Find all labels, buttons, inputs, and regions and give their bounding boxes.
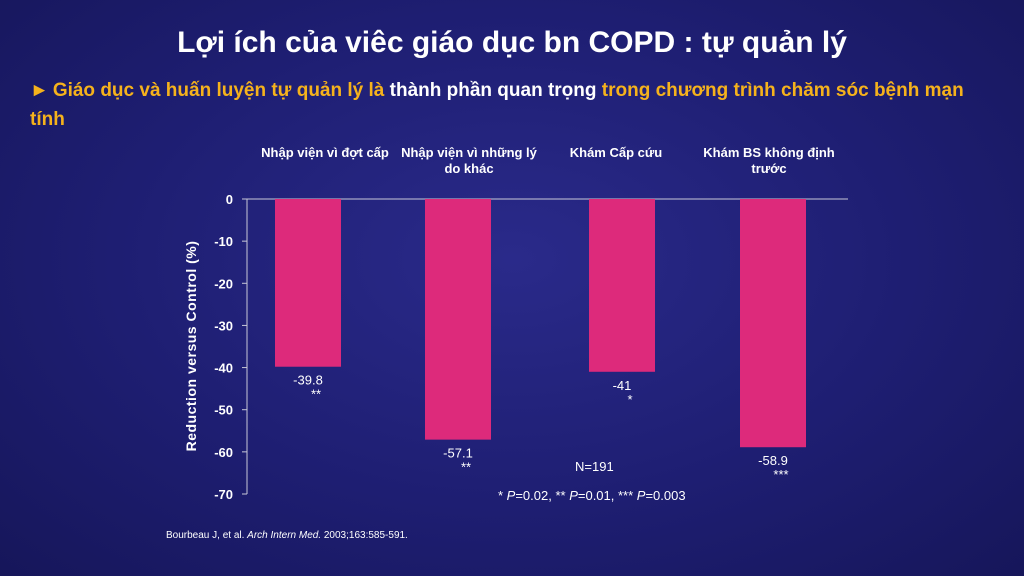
p-symbol: P	[569, 488, 578, 503]
p-symbol: P	[506, 488, 516, 503]
y-tick-label: -10	[214, 234, 233, 249]
bar	[740, 199, 806, 448]
category-label: Khám Cấp cứu	[569, 145, 663, 160]
bar	[425, 199, 491, 440]
arrow-bullet-icon: ►	[30, 80, 49, 101]
category-label: Nhập viện vì những lý do khác	[401, 145, 537, 176]
y-tick-label: -60	[214, 445, 233, 460]
y-tick-label: -50	[214, 403, 233, 418]
category-label: Khám BS không định trước	[703, 145, 835, 176]
data-label: -39.8	[293, 373, 323, 388]
reference-authors: Bourbeau J, et al.	[166, 530, 245, 541]
bar	[589, 199, 655, 372]
y-axis-title: Reduction versus Control (%)	[183, 241, 199, 452]
y-tick-label: 0	[226, 192, 233, 207]
data-label: -41	[613, 378, 632, 393]
data-label: -58.9	[758, 453, 788, 468]
y-tick-label: -30	[214, 318, 233, 333]
significance-label: **	[311, 387, 321, 402]
sample-size-label: N=191	[575, 459, 614, 474]
significance-label: ***	[773, 467, 788, 482]
bullet-part-1: Giáo dục và huấn luyện tự quản lý là	[52, 80, 385, 101]
significance-label: **	[461, 460, 471, 475]
category-label: Nhập viện vì đợt cấp	[261, 145, 389, 160]
y-tick-label: -70	[214, 487, 233, 502]
reference-journal: Arch Intern Med.	[247, 530, 322, 541]
bar	[275, 199, 341, 367]
reference-citation-detail: 2003;163:585-591.	[323, 530, 408, 541]
y-tick-label: -40	[214, 361, 233, 376]
data-label: -57.1	[443, 446, 473, 461]
p-symbol: P	[636, 488, 646, 503]
bullet-part-3: trong chương trình chăm sóc bệnh mạn tín…	[30, 80, 964, 130]
p-value-footnote: * P=0.02, ** P=0.01, *** P=0.003	[498, 488, 686, 503]
y-tick-label: -20	[214, 276, 233, 291]
significance-label: *	[627, 392, 632, 407]
slide-title: Lợi ích của viêc giáo dục bn COPD : tự q…	[177, 26, 847, 59]
bullet-text: ► Giáo dục và huấn luyện tự quản lý là th…	[30, 76, 990, 134]
bullet-part-2: thành phần quan trọng	[389, 80, 597, 101]
reference-citation: Bourbeau J, et al. Arch Intern Med. 2003…	[166, 530, 408, 541]
